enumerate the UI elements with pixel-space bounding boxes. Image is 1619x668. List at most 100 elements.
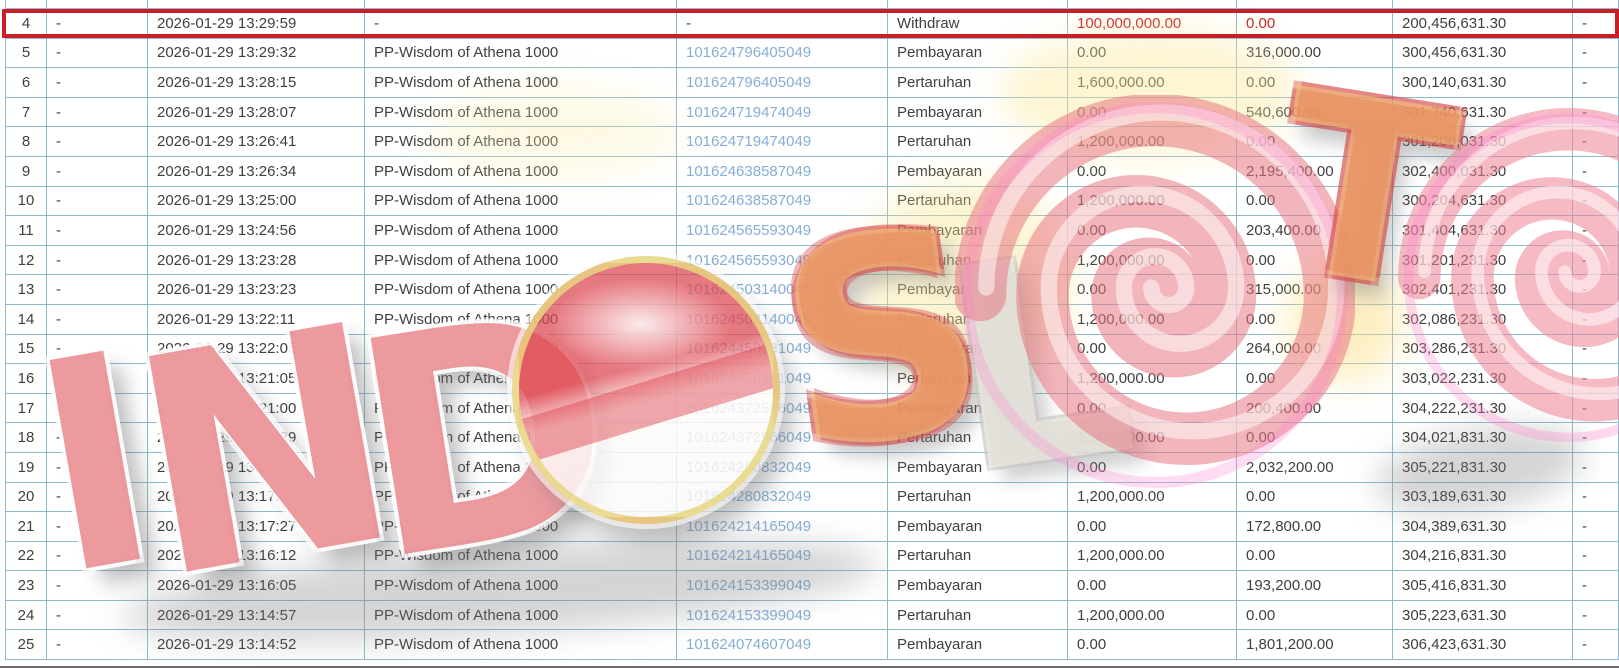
reference-link[interactable]: 101624214165049 bbox=[686, 517, 812, 535]
cell-c2: - bbox=[46, 363, 148, 394]
reference-link[interactable]: 101624450381049 bbox=[686, 369, 812, 387]
cell-c2: - bbox=[46, 451, 148, 483]
reference-link[interactable]: 101624450381049 bbox=[686, 340, 812, 358]
reference-link[interactable]: 101624153399049 bbox=[686, 577, 812, 595]
cell-game: PP-Wisdom of Athena 1000 bbox=[364, 481, 677, 513]
reference-link[interactable]: 101624503140049 bbox=[686, 310, 812, 328]
cell-balance: 301,201,231.30 bbox=[1392, 244, 1573, 276]
cell-debit: 0.00 bbox=[1067, 451, 1237, 483]
cell-c10: - bbox=[1572, 8, 1619, 39]
cell-ref: 101624565593049 bbox=[676, 244, 888, 276]
cell-game: PP-Wisdom of Athena 1000 bbox=[364, 599, 677, 631]
cell-ref: 101624796405049 bbox=[676, 37, 888, 69]
table-row: 13-2026-01-29 13:23:23 PP-Wisdom of Athen… bbox=[5, 274, 1619, 305]
cell-datetime: 2026-01-29 13:16:05 bbox=[147, 570, 365, 601]
cell-game: PP-Wisdom of Athena 1000 bbox=[364, 37, 677, 69]
cell-no: 12 bbox=[5, 244, 47, 276]
cell-ref: 101624450381049 bbox=[676, 363, 888, 394]
table-row: 11-2026-01-29 13:24:56 PP-Wisdom of Athen… bbox=[5, 215, 1619, 246]
cell-no: 20 bbox=[5, 481, 47, 513]
reference-link[interactable]: 101624565593049 bbox=[686, 221, 812, 239]
reference-link[interactable]: 101624565593049 bbox=[686, 251, 812, 269]
cell-datetime: 2026-01-29 13:23:23 bbox=[147, 274, 365, 305]
table-row: 24-2026-01-29 13:14:57 PP-Wisdom of Athen… bbox=[5, 599, 1619, 631]
reference-link[interactable]: 101624796405049 bbox=[686, 44, 812, 62]
partial-cell bbox=[887, 0, 1068, 9]
cell-balance: 304,389,631.30 bbox=[1392, 511, 1573, 542]
reference-link[interactable]: 101624503140049 bbox=[686, 281, 812, 299]
cell-debit: 1,200,000.00 bbox=[1067, 244, 1237, 276]
reference-link[interactable]: 101624280832049 bbox=[686, 488, 812, 506]
cell-debit: 1,200,000.00 bbox=[1067, 599, 1237, 631]
reference-link[interactable]: 101624796405049 bbox=[686, 73, 812, 91]
table-row: 9-2026-01-29 13:26:34 PP-Wisdom of Athena… bbox=[5, 155, 1619, 187]
cell-ref: 101624638587049 bbox=[676, 155, 888, 187]
reference-link[interactable]: 101624638587049 bbox=[686, 192, 812, 210]
partial-cell bbox=[676, 0, 888, 9]
cell-no: 4 bbox=[5, 8, 47, 39]
table-row: 14-2026-01-29 13:22:11 PP-Wisdom of Athen… bbox=[5, 303, 1619, 335]
table-row: 25-2026-01-29 13:14:52 PP-Wisdom of Athen… bbox=[5, 629, 1619, 661]
cell-credit: 203,400.00 bbox=[1236, 215, 1393, 246]
cell-c2: - bbox=[46, 511, 148, 542]
cell-type: Pertaruhan bbox=[887, 67, 1068, 98]
reference-link[interactable]: 101624372566049 bbox=[686, 399, 812, 417]
cell-debit: 1,200,000.00 bbox=[1067, 540, 1237, 572]
cell-debit: 1,200,000.00 bbox=[1067, 303, 1237, 335]
cell-c2: - bbox=[46, 481, 148, 513]
cell-credit: 1,801,200.00 bbox=[1236, 629, 1393, 661]
reference-link[interactable]: 101624153399049 bbox=[686, 606, 812, 624]
cell-balance: 305,221,831.30 bbox=[1392, 451, 1573, 483]
cell-no: 15 bbox=[5, 333, 47, 365]
cell-c2: - bbox=[46, 37, 148, 69]
cell-datetime: 2026-01-29 13:22:11 bbox=[147, 303, 365, 335]
cell-c2: - bbox=[46, 392, 148, 424]
cell-credit: 0.00 bbox=[1236, 303, 1393, 335]
cell-ref: 101624719474049 bbox=[676, 96, 888, 128]
cell-game: PP-Wisdom of Athena 1000 bbox=[364, 244, 677, 276]
cell-datetime: 2026-01-29 13:21:00 bbox=[147, 392, 365, 424]
cell-type: Pembayaran bbox=[887, 629, 1068, 661]
cell-c10: - bbox=[1572, 599, 1619, 631]
cell-no: 17 bbox=[5, 392, 47, 424]
cell-game: PP-Wisdom of Athena 1000 bbox=[364, 629, 677, 661]
reference-link[interactable]: 101624638587049 bbox=[686, 162, 812, 180]
table-row: 23-2026-01-29 13:16:05 PP-Wisdom of Athen… bbox=[5, 570, 1619, 601]
cell-game: PP-Wisdom of Athena 1000 bbox=[364, 126, 677, 157]
partial-cell bbox=[1572, 0, 1619, 9]
cell-type: Pembayaran bbox=[887, 570, 1068, 601]
cell-no: 5 bbox=[5, 37, 47, 69]
cell-c2: - bbox=[46, 244, 148, 276]
cell-c2: - bbox=[46, 8, 148, 39]
cell-datetime: 2026-01-29 13:21:05 bbox=[147, 363, 365, 394]
table-row-highlighted: 4-2026-01-29 13:29:59- - Withdraw 100,000,0… bbox=[5, 8, 1619, 39]
cell-debit: 0.00 bbox=[1067, 96, 1237, 128]
cell-type: Pertaruhan bbox=[887, 185, 1068, 217]
cell-ref: 101624450381049 bbox=[676, 333, 888, 365]
cell-game: PP-Wisdom of Athena 1000 bbox=[364, 96, 677, 128]
reference-link[interactable]: 101624372566049 bbox=[686, 429, 812, 447]
reference-link[interactable]: 101624074607049 bbox=[686, 636, 812, 654]
reference-link[interactable]: 101624214165049 bbox=[686, 547, 812, 565]
reference-link[interactable]: 101624280832049 bbox=[686, 458, 812, 476]
reference-link[interactable]: 101624719474049 bbox=[686, 133, 812, 151]
cell-c10: - bbox=[1572, 96, 1619, 128]
cell-c2: - bbox=[46, 185, 148, 217]
cell-c10: - bbox=[1572, 570, 1619, 601]
cell-game: PP-Wisdom of Athena 1000 bbox=[364, 274, 677, 305]
cell-balance: 301,740,631.30 bbox=[1392, 96, 1573, 128]
cell-debit: 1,200,000.00 bbox=[1067, 422, 1237, 453]
cell-debit: 0.00 bbox=[1067, 392, 1237, 424]
cell-credit: 0.00 bbox=[1236, 481, 1393, 513]
reference-link[interactable]: 101624719474049 bbox=[686, 103, 812, 121]
cell-c2: - bbox=[46, 155, 148, 187]
cell-balance: 303,022,231.30 bbox=[1392, 363, 1573, 394]
cell-datetime: 2026-01-29 13:29:59 bbox=[147, 8, 365, 39]
cell-debit: 0.00 bbox=[1067, 37, 1237, 69]
table-row: 12-2026-01-29 13:23:28 PP-Wisdom of Athen… bbox=[5, 244, 1619, 276]
cell-c10: - bbox=[1572, 422, 1619, 453]
table-row: 8-2026-01-29 13:26:41 PP-Wisdom of Athena… bbox=[5, 126, 1619, 157]
cell-c10: - bbox=[1572, 215, 1619, 246]
cell-c10: - bbox=[1572, 451, 1619, 483]
table-row: 17-2026-01-29 13:21:00 PP-Wisdom of Athen… bbox=[5, 392, 1619, 424]
